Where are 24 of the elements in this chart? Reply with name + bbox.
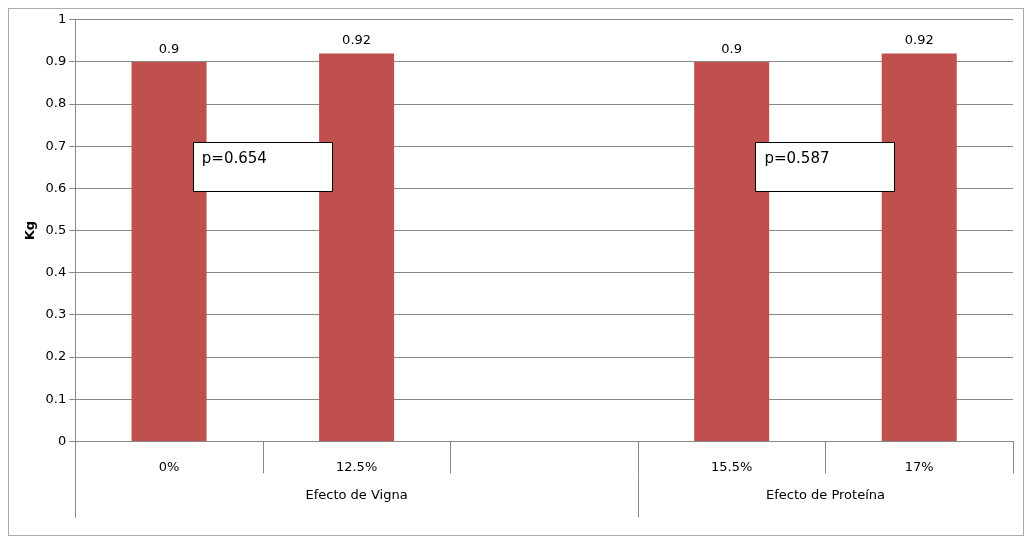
y-tick-label: 0.3 bbox=[45, 306, 67, 322]
y-tick-label: 0.6 bbox=[45, 179, 67, 195]
data-label: 0.9 bbox=[158, 40, 180, 56]
data-label: 0.92 bbox=[342, 32, 372, 48]
y-tick-label: 0.7 bbox=[45, 137, 67, 153]
note-box: p=0.654 bbox=[192, 142, 333, 193]
data-label: 0.9 bbox=[721, 40, 743, 56]
y-tick-label: 1 bbox=[57, 11, 67, 27]
x-tick-label: 15.5% bbox=[711, 458, 753, 474]
y-tick-label: 0 bbox=[57, 432, 67, 448]
text: Efecto de Vigna bbox=[305, 486, 408, 502]
y-tick-label: 0.1 bbox=[45, 390, 67, 406]
x-tick-label: 0% bbox=[158, 458, 180, 474]
data-label: 0.92 bbox=[904, 32, 934, 48]
y-tick-label: 0.2 bbox=[45, 348, 67, 364]
text: Efecto de Proteína bbox=[765, 486, 885, 502]
y-tick-label: 0.4 bbox=[45, 264, 67, 280]
y-tick-label: 0.8 bbox=[45, 95, 67, 111]
y-tick-label: 0.9 bbox=[45, 53, 67, 69]
y-axis-title: Kg bbox=[22, 220, 38, 241]
note-box: p=0.587 bbox=[755, 142, 896, 193]
x-tick-label: 17% bbox=[904, 458, 934, 474]
x-tick-label: 12.5% bbox=[335, 458, 378, 474]
y-tick-label: 0.5 bbox=[45, 221, 67, 237]
